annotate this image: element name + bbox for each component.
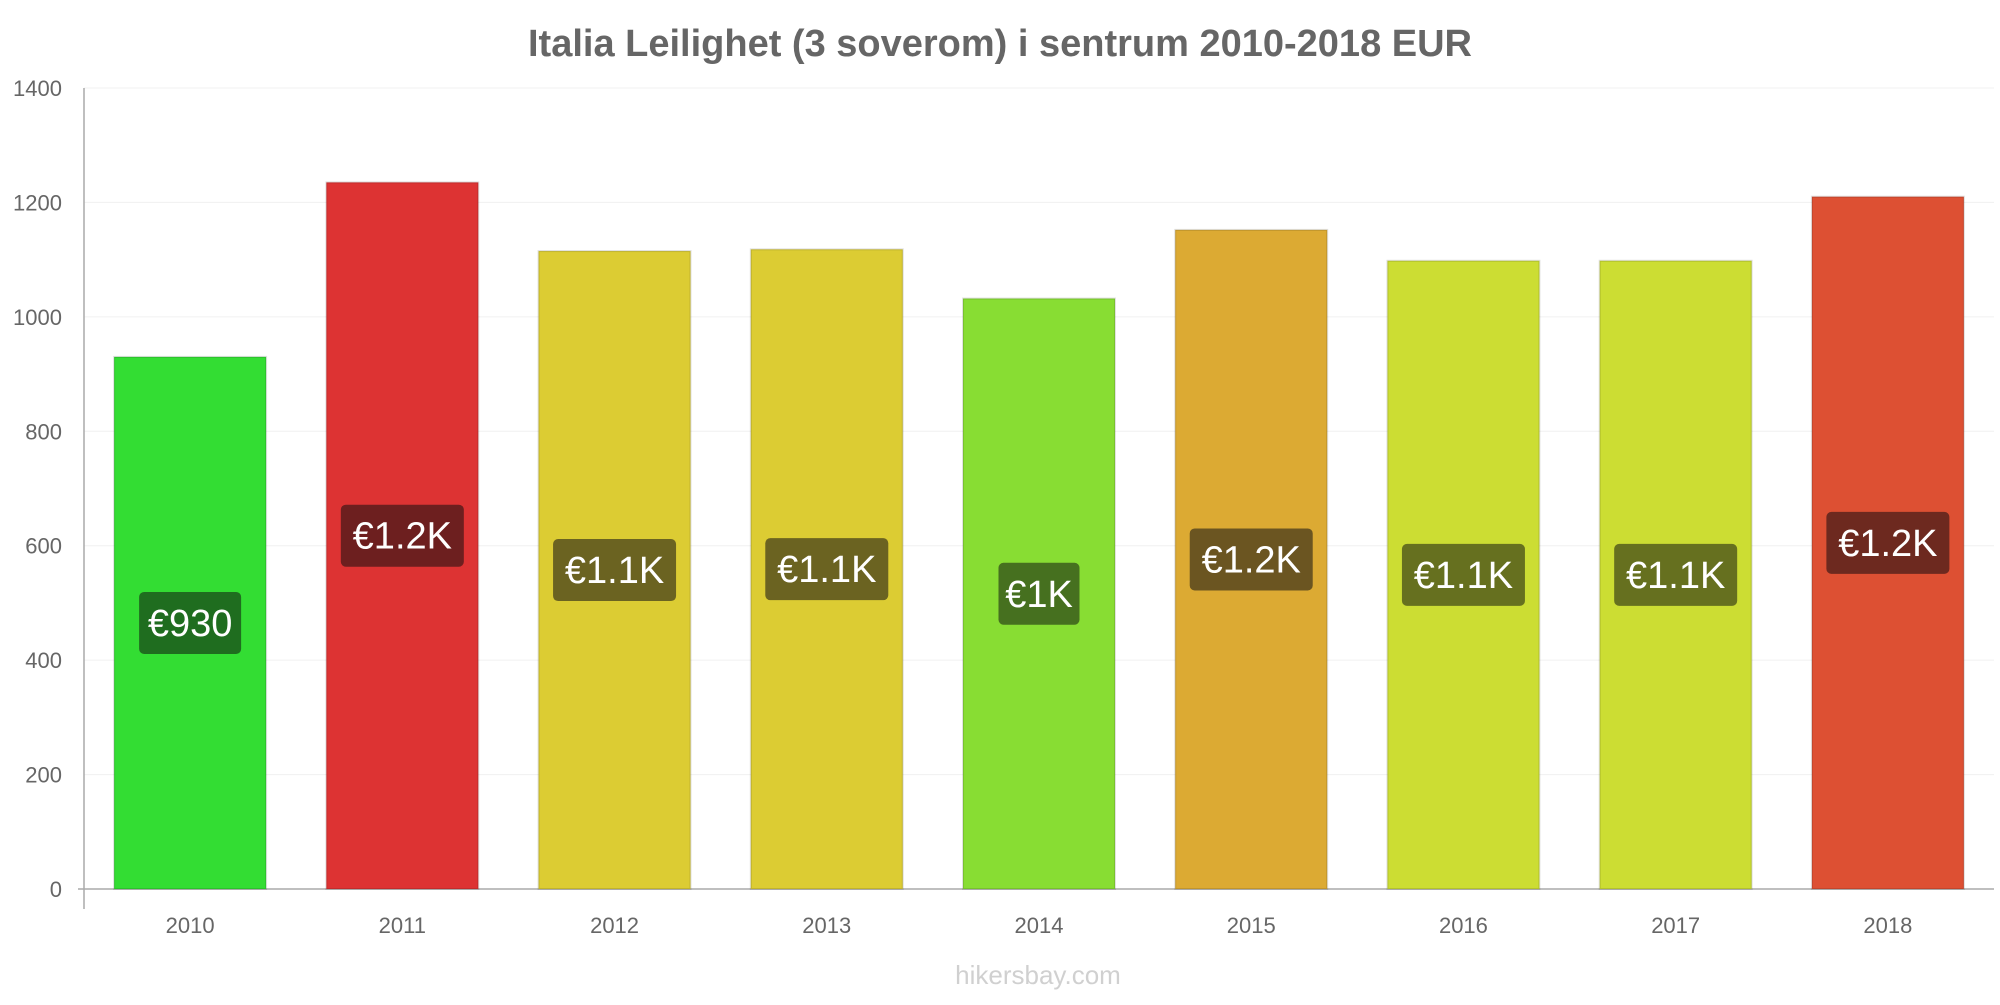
data-label-box: [340, 504, 464, 567]
data-label: €1.2K: [353, 516, 452, 558]
y-tick-label: 1200: [13, 190, 62, 215]
x-tick-label: 2010: [166, 913, 215, 938]
data-label-box: [1401, 543, 1525, 606]
credit-text: hikersbay.com: [955, 960, 1121, 990]
y-tick-label: 200: [25, 763, 62, 788]
data-label-box: [553, 539, 677, 602]
y-tick-label: 1400: [13, 76, 62, 101]
data-label: €1K: [1005, 574, 1073, 616]
chart-title: Italia Leilighet (3 soverom) i sentrum 2…: [528, 23, 1472, 65]
y-tick-label: 800: [25, 419, 62, 444]
data-label-box: [1189, 528, 1313, 591]
y-tick-label: 1000: [13, 305, 62, 330]
axes: 0 200 400 600 800 1000 1200 1400 2010 2011 2012 201…: [13, 76, 1994, 938]
x-tick-label: 2015: [1227, 913, 1276, 938]
x-tick-label: 2018: [1863, 913, 1912, 938]
data-label: €1.1K: [1414, 555, 1513, 597]
data-label-box: [765, 538, 889, 601]
data-label: €1.2K: [1202, 539, 1301, 581]
data-label: €1.1K: [565, 550, 664, 592]
y-tick-label: 600: [25, 534, 62, 559]
x-tick-label: 2016: [1439, 913, 1488, 938]
data-label-box: [1826, 511, 1950, 574]
data-labels: €930 €1.2K €1.1K €1.1K €1K €1.2K €1.1K €1.1K €1.…: [139, 504, 1950, 654]
data-label-box: [1614, 543, 1738, 606]
data-label-box: [139, 591, 242, 654]
data-label: €1.2K: [1838, 523, 1937, 565]
y-tick-label: 0: [50, 877, 62, 902]
x-tick-label: 2014: [1015, 913, 1064, 938]
x-tick-label: 2013: [802, 913, 851, 938]
data-label-box: [998, 562, 1080, 625]
data-label: €930: [148, 603, 233, 645]
y-tick-label: 400: [25, 648, 62, 673]
data-label: €1.1K: [1626, 555, 1725, 597]
x-tick-label: 2011: [379, 913, 426, 938]
data-label: €1.1K: [777, 549, 876, 591]
x-tick-label: 2012: [590, 913, 639, 938]
x-tick-label: 2017: [1651, 913, 1700, 938]
